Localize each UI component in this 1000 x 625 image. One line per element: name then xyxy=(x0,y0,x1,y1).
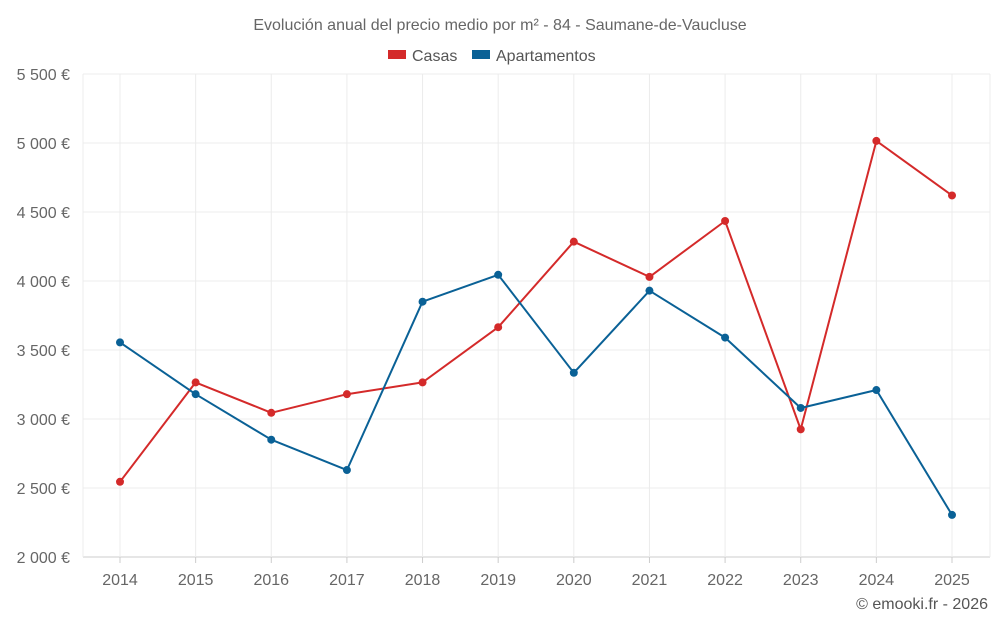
data-point-apartamentos[interactable] xyxy=(116,338,124,347)
chart-title: Evolución anual del precio medio por m² … xyxy=(253,17,746,34)
credit-text: © emooki.fr - 2026 xyxy=(856,596,988,613)
data-point-apartamentos[interactable] xyxy=(948,510,956,519)
y-tick-label: 3 500 € xyxy=(17,343,70,360)
x-tick-label: 2020 xyxy=(556,572,592,589)
data-point-casas[interactable] xyxy=(569,237,578,246)
x-tick-label: 2014 xyxy=(102,572,138,589)
data-point-apartamentos[interactable] xyxy=(494,270,503,279)
legend-label-apartamentos[interactable]: Apartamentos xyxy=(496,48,596,65)
y-tick-label: 5 000 € xyxy=(17,136,70,153)
legend: Casas Apartamentos xyxy=(388,48,596,65)
x-tick-label: 2024 xyxy=(859,572,895,589)
data-point-casas[interactable] xyxy=(267,408,276,417)
y-axis: 2 000 € 2 500 € 3 000 € 3 500 € 4 000 € 4 500… xyxy=(17,67,70,567)
data-point-apartamentos[interactable] xyxy=(645,286,654,295)
y-tick-label: 3 000 € xyxy=(17,412,70,429)
legend-swatch-casas xyxy=(388,50,406,59)
x-tick-label: 2016 xyxy=(253,572,289,589)
legend-label-casas[interactable]: Casas xyxy=(412,48,457,65)
gridlines xyxy=(82,73,991,558)
data-point-apartamentos[interactable] xyxy=(342,466,351,475)
data-point-apartamentos[interactable] xyxy=(721,333,730,342)
data-point-casas[interactable] xyxy=(721,216,730,225)
x-tick-label: 2023 xyxy=(783,572,819,589)
y-tick-label: 5 500 € xyxy=(17,67,70,84)
series-line-apartamentos xyxy=(119,273,953,516)
series-line-casas xyxy=(119,139,953,483)
y-tick-label: 2 000 € xyxy=(17,550,70,567)
data-point-apartamentos[interactable] xyxy=(191,390,200,399)
legend-swatch-apartamentos xyxy=(472,50,490,59)
data-point-apartamentos[interactable] xyxy=(872,386,881,395)
x-tick-label: 2018 xyxy=(405,572,441,589)
x-tick-label: 2019 xyxy=(480,572,516,589)
data-point-casas[interactable] xyxy=(796,425,805,434)
x-axis: 2014 2015 2016 2017 2018 2019 2020 2021 2022 2023… xyxy=(102,557,970,589)
x-tick-label: 2017 xyxy=(329,572,365,589)
x-tick-label: 2021 xyxy=(632,572,668,589)
data-point-casas[interactable] xyxy=(116,477,124,486)
data-point-casas[interactable] xyxy=(418,378,427,387)
y-tick-label: 4 000 € xyxy=(17,274,70,291)
data-point-casas[interactable] xyxy=(872,136,881,145)
data-point-apartamentos[interactable] xyxy=(796,403,805,412)
data-point-casas[interactable] xyxy=(494,323,503,332)
data-point-casas[interactable] xyxy=(342,390,351,399)
data-point-apartamentos[interactable] xyxy=(267,435,276,444)
x-tick-label: 2015 xyxy=(178,572,214,589)
y-tick-label: 2 500 € xyxy=(17,481,70,498)
y-tick-label: 4 500 € xyxy=(17,205,70,222)
x-tick-label: 2025 xyxy=(934,572,970,589)
x-tick-label: 2022 xyxy=(707,572,743,589)
series xyxy=(116,136,956,519)
data-point-casas[interactable] xyxy=(645,272,654,281)
data-point-apartamentos[interactable] xyxy=(569,368,578,377)
data-point-casas[interactable] xyxy=(191,378,200,387)
data-point-casas[interactable] xyxy=(948,191,956,200)
data-point-apartamentos[interactable] xyxy=(418,297,427,306)
